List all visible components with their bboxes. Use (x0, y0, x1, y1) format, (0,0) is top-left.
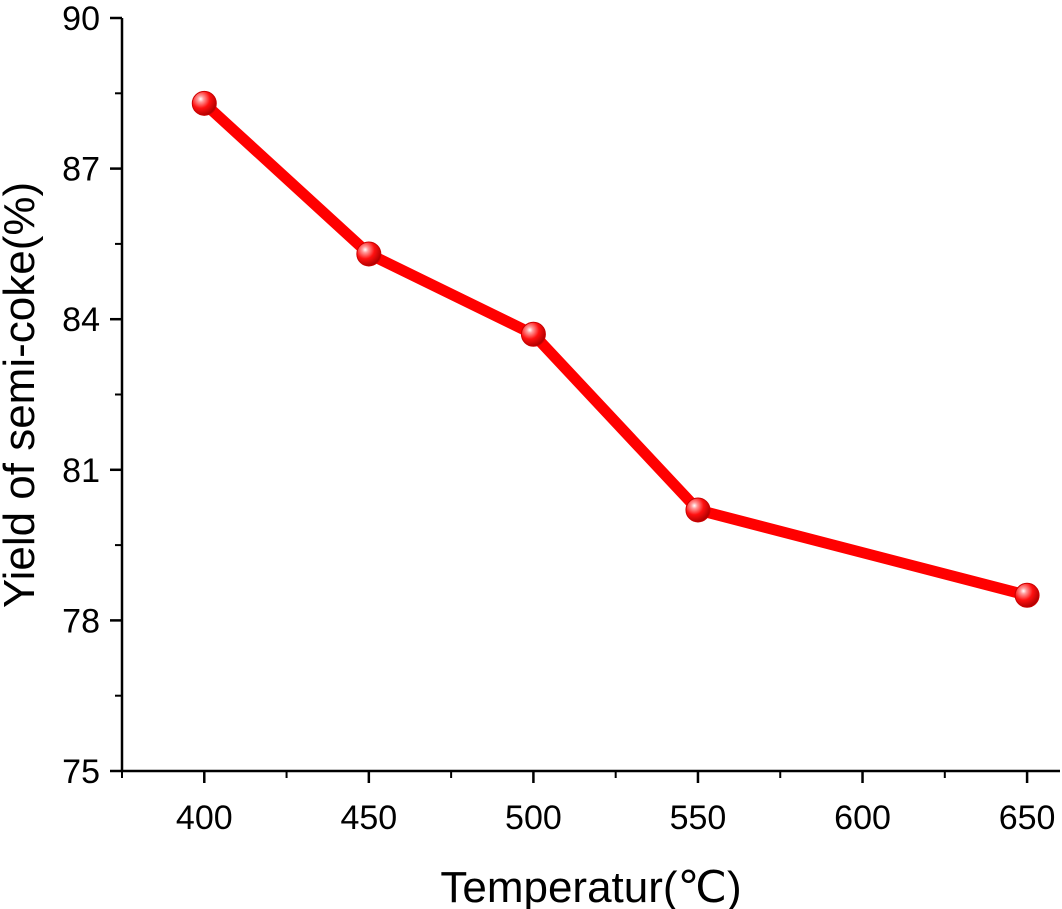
y-tick-label: 84 (62, 301, 100, 339)
tick-labels: 75 78 81 84 87 90 400 450 500 550 600 650 (62, 0, 1055, 837)
data-point-marker (685, 497, 711, 523)
x-tick-label: 550 (670, 799, 727, 837)
x-tick-label: 500 (505, 799, 562, 837)
y-tick-label: 75 (62, 753, 100, 791)
series (191, 90, 1040, 608)
data-point-marker (191, 90, 217, 116)
data-point-marker (1014, 582, 1040, 608)
data-point-marker (356, 241, 382, 267)
x-tick-label: 600 (834, 799, 891, 837)
data-point-marker (520, 321, 546, 347)
y-tick-label: 78 (62, 602, 100, 640)
x-tick-label: 650 (999, 799, 1056, 837)
series-line (198, 97, 1033, 601)
x-tick-label: 450 (340, 799, 397, 837)
y-axis-title: Yield of semi-coke(%) (0, 182, 44, 608)
ticks (110, 16, 1029, 783)
x-tick-label: 400 (176, 799, 233, 837)
y-tick-label: 81 (62, 452, 100, 490)
x-axis-title: Temperatur(℃) (440, 863, 741, 909)
y-tick-label: 87 (62, 151, 100, 189)
y-tick-label: 90 (62, 0, 100, 38)
